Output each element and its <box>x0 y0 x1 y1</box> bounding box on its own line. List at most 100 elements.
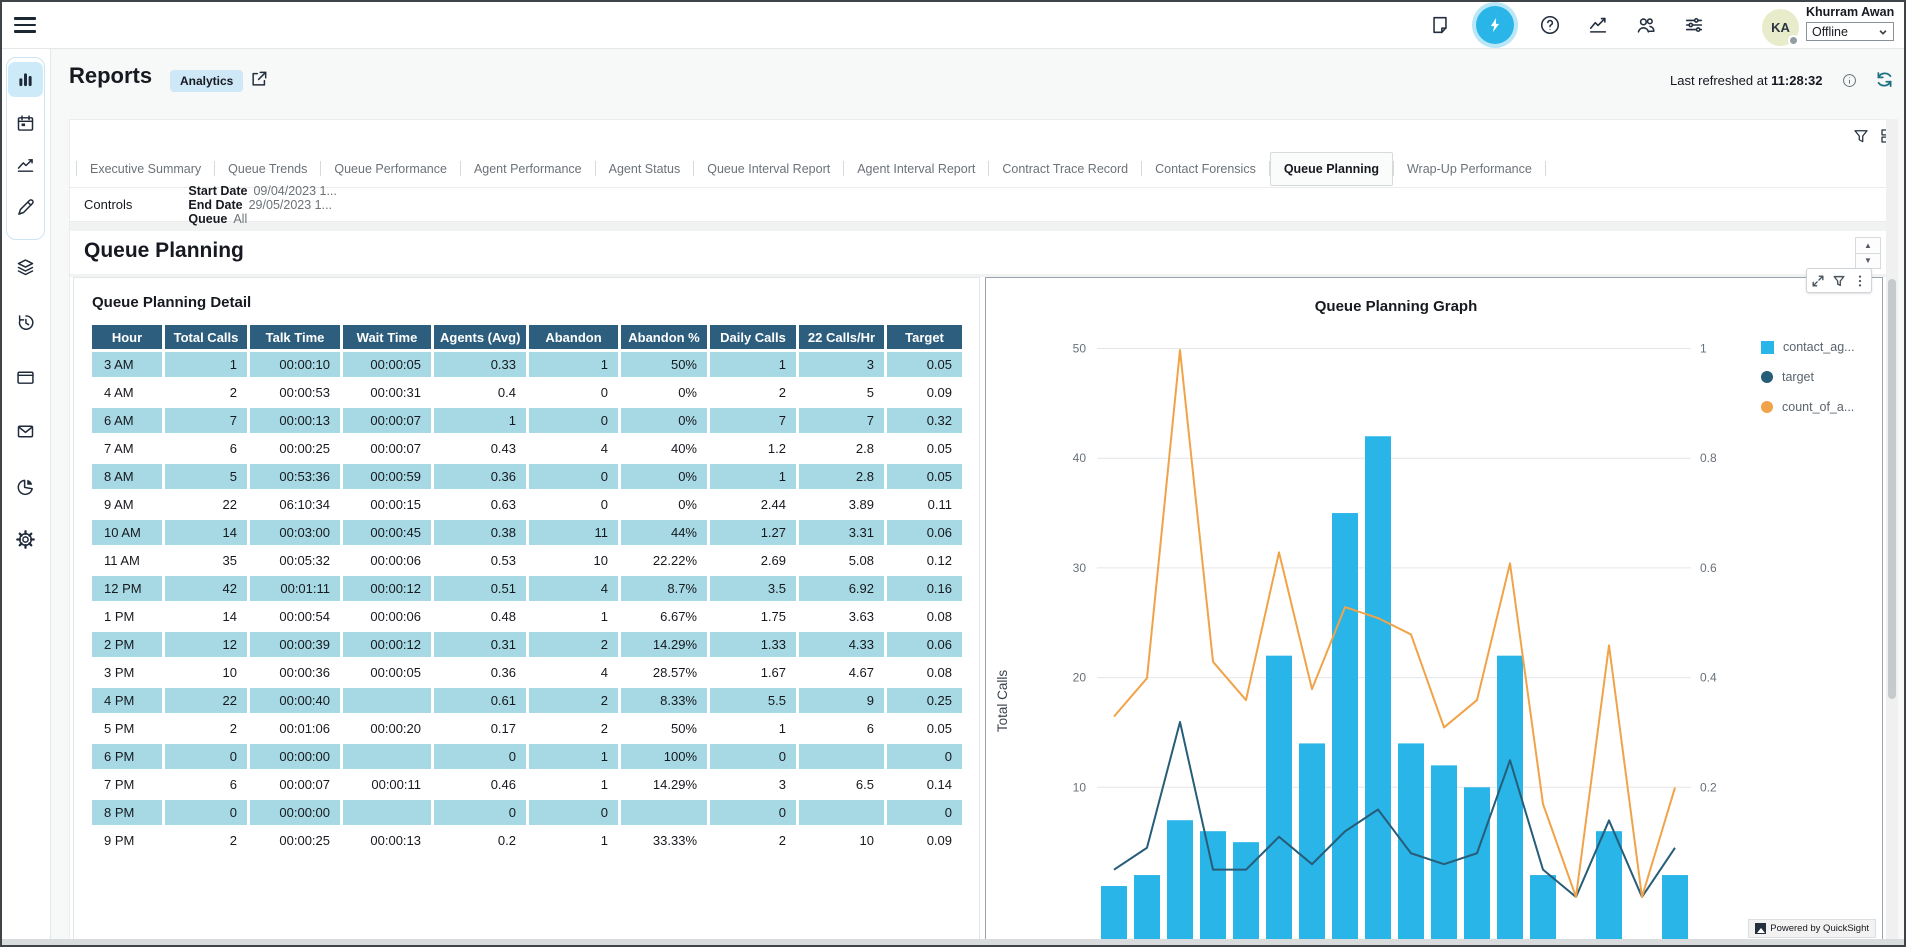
bar-5pm[interactable] <box>1530 875 1556 947</box>
vertical-scrollbar[interactable] <box>1886 119 1898 941</box>
table-cell: 0.06 <box>887 632 962 657</box>
sidebar-item-history[interactable] <box>8 305 43 340</box>
table-cell: 0 <box>529 492 618 517</box>
kebab-menu-icon[interactable] <box>1853 274 1867 288</box>
table-cell: 00:00:25 <box>250 828 340 853</box>
table-cell: 1.33 <box>710 632 796 657</box>
sidebar-item-settings[interactable] <box>8 522 43 557</box>
sidebar-item-calendar[interactable] <box>8 106 43 141</box>
table-cell: 00:00:10 <box>250 352 340 377</box>
scrollbar-thumb[interactable] <box>1888 279 1896 699</box>
table-cell: 00:00:54 <box>250 604 340 629</box>
table-cell: 44% <box>621 520 707 545</box>
right-axis-tick: 0.4 <box>1700 671 1717 685</box>
tab-wrap-up-performance[interactable]: Wrap-Up Performance <box>1394 152 1545 186</box>
tab-queue-trends[interactable]: Queue Trends <box>215 152 320 186</box>
tab-contract-trace-record[interactable]: Contract Trace Record <box>989 152 1141 186</box>
metrics-icon[interactable] <box>1586 13 1610 37</box>
filter-queue[interactable]: QueueAll <box>188 212 336 226</box>
table-cell <box>799 800 884 825</box>
bar-12pm[interactable] <box>1365 436 1391 947</box>
external-link-icon[interactable] <box>249 69 269 89</box>
table-cell: 0 <box>165 800 247 825</box>
column-header: Abandon <box>529 325 618 349</box>
line-count-of-a-[interactable] <box>1114 350 1675 897</box>
table-cell: 1 <box>710 464 796 489</box>
sidebar-item-layers[interactable] <box>8 250 43 285</box>
table-cell: 4 AM <box>92 380 162 405</box>
tab-agent-status[interactable]: Agent Status <box>596 152 694 186</box>
table-cell: 3 <box>710 772 796 797</box>
tab-queue-performance[interactable]: Queue Performance <box>321 152 460 186</box>
sidebar-item-metrics[interactable] <box>8 148 43 183</box>
table-cell: 8.7% <box>621 576 707 601</box>
help-icon[interactable] <box>1538 13 1562 37</box>
line-target[interactable] <box>1114 722 1675 897</box>
bar-9am[interactable] <box>1266 656 1292 947</box>
table-cell: 00:00:20 <box>343 716 431 741</box>
bar-4pm[interactable] <box>1497 656 1523 947</box>
expand-icon[interactable] <box>1811 274 1825 288</box>
stepper-up-button[interactable]: ▲ <box>1856 238 1880 254</box>
bar-3pm[interactable] <box>1464 787 1490 947</box>
table-cell: 00:00:36 <box>250 660 340 685</box>
table-cell: 0 <box>165 744 247 769</box>
legend-item-count-of-a-[interactable]: count_of_a... <box>1761 392 1855 422</box>
sidebar-item-window[interactable] <box>8 360 43 395</box>
stepper-down-button[interactable]: ▼ <box>1856 254 1880 269</box>
table-cell: 1.2 <box>710 436 796 461</box>
note-icon[interactable] <box>1428 13 1452 37</box>
sidebar-item-reports[interactable] <box>8 62 43 97</box>
table-cell: 0.46 <box>434 772 526 797</box>
bar-10am[interactable] <box>1299 743 1325 947</box>
sidebar-item-pie-chart[interactable] <box>8 469 43 504</box>
table-cell: 1 <box>165 352 247 377</box>
tab-queue-planning[interactable]: Queue Planning <box>1270 152 1393 186</box>
bar-8am[interactable] <box>1233 842 1259 947</box>
avatar[interactable]: KA <box>1762 9 1799 46</box>
table-cell: 0.16 <box>887 576 962 601</box>
tab-agent-performance[interactable]: Agent Performance <box>461 152 595 186</box>
table-cell: 00:00:12 <box>343 576 431 601</box>
legend-item-target[interactable]: target <box>1761 362 1855 392</box>
table-cell: 00:00:13 <box>343 828 431 853</box>
tab-agent-interval-report[interactable]: Agent Interval Report <box>844 152 988 186</box>
filter-icon[interactable] <box>1852 127 1870 145</box>
table-cell: 14.29% <box>621 632 707 657</box>
refresh-icon[interactable] <box>1874 69 1895 90</box>
sliders-icon[interactable] <box>1682 13 1706 37</box>
users-icon[interactable] <box>1634 13 1658 37</box>
bar-2pm[interactable] <box>1431 765 1457 947</box>
filter-end-date[interactable]: End Date29/05/2023 1... <box>188 198 336 212</box>
column-header: Abandon % <box>621 325 707 349</box>
status-select[interactable]: Offline <box>1806 22 1894 41</box>
table-cell: 9 PM <box>92 828 162 853</box>
sidebar-item-mail[interactable] <box>8 414 43 449</box>
bolt-icon[interactable] <box>1476 6 1514 44</box>
tab-contact-forensics[interactable]: Contact Forensics <box>1142 152 1269 186</box>
bar-4am[interactable] <box>1134 875 1160 947</box>
filter-start-date[interactable]: Start Date09/04/2023 1... <box>188 184 336 198</box>
tab-executive-summary[interactable]: Executive Summary <box>77 152 214 186</box>
bottom-strip <box>0 939 1906 945</box>
table-cell: 0.4 <box>434 380 526 405</box>
sidebar-item-design[interactable] <box>8 190 43 225</box>
bar-7pm[interactable] <box>1596 831 1622 947</box>
section-title: Queue Planning <box>84 239 244 263</box>
table-cell: 1 <box>710 352 796 377</box>
table-cell: 00:00:07 <box>250 772 340 797</box>
bar-11am[interactable] <box>1332 513 1358 947</box>
info-icon[interactable] <box>1842 73 1857 88</box>
hamburger-menu-icon[interactable] <box>12 13 38 37</box>
table-cell: 9 <box>799 688 884 713</box>
bar-6am[interactable] <box>1167 820 1193 947</box>
table-cell: 28.57% <box>621 660 707 685</box>
bar-3am[interactable] <box>1101 886 1127 947</box>
tab-queue-interval-report[interactable]: Queue Interval Report <box>694 152 843 186</box>
table-cell: 0.38 <box>434 520 526 545</box>
bar-1pm[interactable] <box>1398 743 1424 947</box>
bar-9pm[interactable] <box>1662 875 1688 947</box>
bar-7am[interactable] <box>1200 831 1226 947</box>
legend-item-contact-ag-[interactable]: contact_ag... <box>1761 332 1855 362</box>
chart-filter-icon[interactable] <box>1832 274 1846 288</box>
